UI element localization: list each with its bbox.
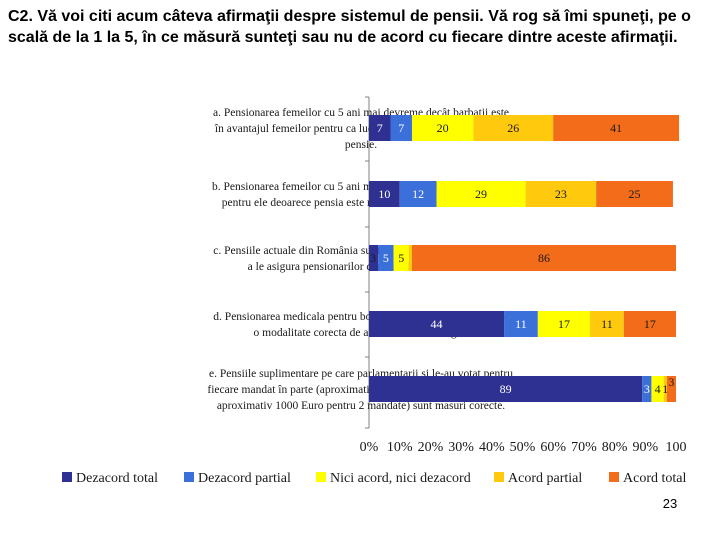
bar-segment bbox=[553, 115, 680, 141]
bar-segment bbox=[473, 115, 554, 141]
legend-swatch bbox=[316, 472, 326, 482]
page-number: 23 bbox=[662, 496, 678, 511]
data-label: 17 bbox=[558, 317, 570, 331]
data-label: 86 bbox=[538, 251, 550, 265]
legend-swatch bbox=[494, 472, 504, 482]
legend-label: Acord partial bbox=[508, 471, 582, 486]
bar-segment bbox=[666, 376, 676, 402]
x-tick-label: 60% bbox=[540, 440, 566, 455]
x-tick-label: 0% bbox=[360, 440, 379, 455]
bar-segment bbox=[369, 181, 400, 207]
bar-segment bbox=[393, 245, 409, 271]
data-label: 7 bbox=[398, 121, 404, 135]
category-label: pensie. bbox=[345, 139, 377, 151]
bar-segment bbox=[642, 376, 652, 402]
data-label: 20 bbox=[437, 121, 449, 135]
data-label: 7 bbox=[377, 121, 383, 135]
category-label: aproximativ 1000 Euro pentru 2 mandate) … bbox=[217, 400, 505, 412]
x-tick-label: 30% bbox=[448, 440, 474, 455]
data-label: 3 bbox=[644, 382, 650, 396]
x-tick-label: 40% bbox=[479, 440, 505, 455]
data-label: 44 bbox=[431, 317, 443, 331]
data-label: 25 bbox=[629, 187, 641, 201]
data-label: 5 bbox=[398, 251, 404, 265]
data-label: 17 bbox=[644, 317, 656, 331]
x-tick-label: 20% bbox=[418, 440, 444, 455]
bar-segment bbox=[525, 181, 597, 207]
bar-segment bbox=[651, 376, 664, 402]
data-label: 26 bbox=[507, 121, 519, 135]
data-label: 10 bbox=[378, 187, 390, 201]
bar-segment bbox=[504, 311, 538, 337]
data-label: 23 bbox=[555, 187, 567, 201]
legend-swatch bbox=[609, 472, 619, 482]
legend-label: Dezacord total bbox=[76, 471, 158, 486]
data-label: 4 bbox=[655, 382, 661, 396]
legend-swatch bbox=[184, 472, 194, 482]
legend-swatch bbox=[62, 472, 72, 482]
data-label: 1 bbox=[662, 382, 668, 396]
x-tick-label: 10% bbox=[387, 440, 413, 455]
x-tick-label: 70% bbox=[571, 440, 597, 455]
data-label: 12 bbox=[412, 187, 424, 201]
page-title: C2. Vă voi citi acum câteva afirmaţii de… bbox=[8, 8, 691, 46]
bar-segment bbox=[411, 245, 676, 271]
bar-segment bbox=[436, 181, 526, 207]
bar-segment bbox=[369, 376, 643, 402]
bar-segment bbox=[369, 311, 505, 337]
data-label: 3 bbox=[370, 251, 376, 265]
bar-segment bbox=[390, 115, 412, 141]
x-tick-label: 100 bbox=[666, 440, 687, 455]
x-tick-label: 80% bbox=[602, 440, 628, 455]
data-label: 11 bbox=[601, 317, 613, 331]
bar-segment bbox=[596, 181, 673, 207]
bar-segment bbox=[663, 376, 667, 402]
legend-label: Nici acord, nici dezacord bbox=[330, 471, 471, 486]
bar-segment bbox=[369, 245, 379, 271]
bar-segment bbox=[411, 115, 474, 141]
legend-label: Dezacord partial bbox=[198, 471, 291, 486]
data-label: 5 bbox=[383, 251, 389, 265]
bar-segment bbox=[537, 311, 591, 337]
bar-segment bbox=[399, 181, 437, 207]
data-label: 11 bbox=[515, 317, 527, 331]
x-tick-label: 50% bbox=[510, 440, 536, 455]
data-label: 3 bbox=[668, 375, 674, 389]
data-label: 41 bbox=[610, 121, 622, 135]
bar-segment bbox=[369, 115, 391, 141]
bar-segment bbox=[623, 311, 676, 337]
x-tick-label: 90% bbox=[632, 440, 658, 455]
data-label: 29 bbox=[475, 187, 487, 201]
data-label: 89 bbox=[500, 382, 512, 396]
legend-label: Acord total bbox=[623, 471, 686, 486]
bar-segment bbox=[378, 245, 394, 271]
bar-segment bbox=[590, 311, 624, 337]
bar-segment bbox=[408, 245, 412, 271]
